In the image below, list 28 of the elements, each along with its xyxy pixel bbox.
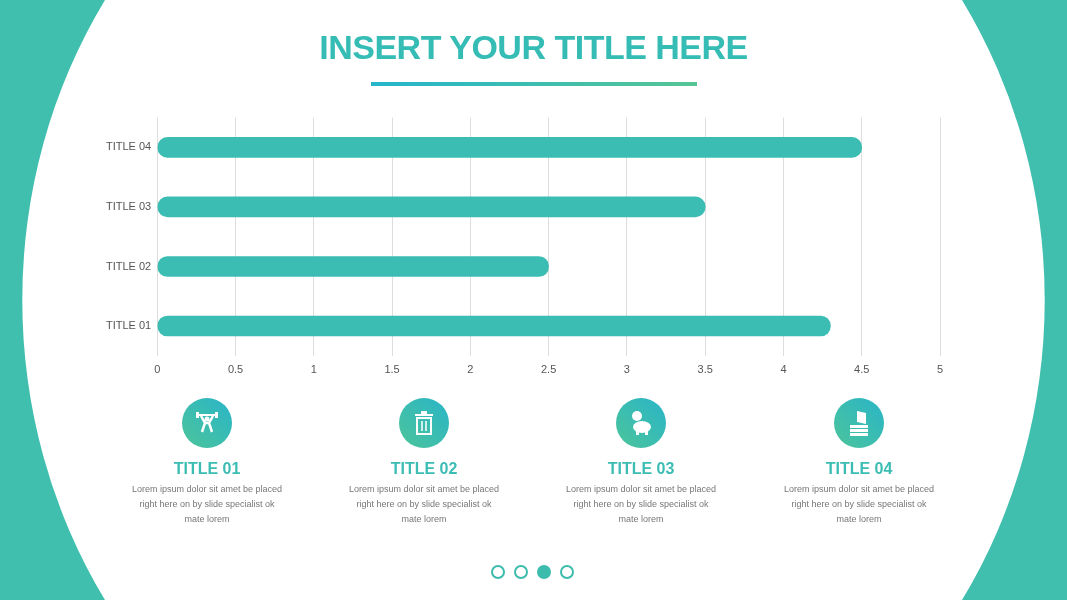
y-tick-label: TITLE 04: [105, 140, 152, 153]
x-tick-label: 0.5: [227, 363, 244, 376]
x-tick-label: 3.5: [697, 363, 713, 376]
x-tick-label: 2: [467, 363, 474, 376]
bar: [157, 256, 549, 277]
text: TITLE 04: [824, 460, 894, 478]
text: TITLE 03: [606, 460, 676, 478]
text: Lorem ipsum dolor sit amet be placed right here on by slide specialist ok mate lorem: [130, 483, 284, 526]
x-tick-label: 1: [310, 363, 317, 376]
bar: [157, 196, 706, 218]
x-tick-label: 4.5: [854, 363, 870, 376]
x-tick-label: 5: [936, 363, 944, 376]
y-tick-label: TITLE 02: [105, 259, 152, 272]
chart-title: INSERT YOUR TITLE HERE: [318, 28, 749, 67]
bar: [157, 315, 831, 337]
x-tick-label: 2.5: [540, 363, 557, 376]
text: Lorem ipsum dolor sit amet be placed right here on by slide specialist ok mate lorem: [564, 483, 718, 526]
text: Lorem ipsum dolor sit amet be placed right here on by slide specialist ok mate lorem: [782, 483, 936, 526]
x-tick-label: 4: [780, 363, 787, 376]
x-tick-label: 0: [154, 363, 161, 376]
text: Lorem ipsum dolor sit amet be placed right here on by slide specialist ok mate lorem: [347, 483, 501, 526]
x-tick-label: 1.5: [384, 363, 400, 376]
text: TITLE 02: [389, 460, 459, 478]
y-tick-label: TITLE 01: [105, 319, 152, 332]
text: TITLE 01: [172, 460, 242, 478]
x-tick-label: 3: [623, 363, 630, 376]
bar: [157, 137, 863, 158]
y-tick-label: TITLE 03: [105, 199, 152, 212]
